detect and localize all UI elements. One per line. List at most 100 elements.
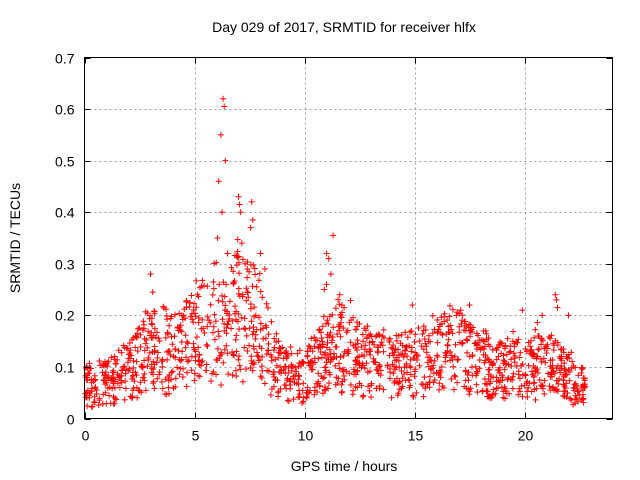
data-point xyxy=(193,277,200,284)
data-point xyxy=(263,324,270,331)
data-point xyxy=(384,362,391,369)
data-point xyxy=(250,328,257,335)
data-point xyxy=(250,261,257,268)
data-point xyxy=(528,388,535,395)
data-point xyxy=(255,277,262,284)
data-point xyxy=(565,312,572,319)
data-point xyxy=(469,372,476,379)
data-point xyxy=(483,388,490,395)
data-point xyxy=(462,367,469,374)
data-point xyxy=(425,363,432,370)
data-point xyxy=(336,301,343,308)
data-point xyxy=(389,350,396,357)
data-point xyxy=(397,340,404,347)
data-point xyxy=(338,381,345,388)
y-tick-labels: 0 0.1 0.2 0.3 0.4 0.5 0.6 0.7 xyxy=(55,51,75,428)
data-point xyxy=(338,314,345,321)
data-point xyxy=(248,318,255,325)
data-point xyxy=(561,366,568,373)
data-point xyxy=(236,326,243,333)
data-point xyxy=(142,308,149,315)
y-tick-label: 0.7 xyxy=(55,51,75,67)
data-point xyxy=(204,323,211,330)
data-point xyxy=(456,323,463,330)
data-point xyxy=(496,341,503,348)
data-point xyxy=(154,349,161,356)
data-point xyxy=(321,387,328,394)
data-point xyxy=(539,312,546,319)
data-point xyxy=(134,394,141,401)
data-point xyxy=(179,374,186,381)
data-point xyxy=(553,296,560,303)
data-point xyxy=(557,369,564,376)
data-point xyxy=(92,377,99,384)
data-point xyxy=(260,335,267,342)
data-point xyxy=(486,359,493,366)
data-point xyxy=(306,387,313,394)
data-point xyxy=(332,343,339,350)
data-point xyxy=(562,367,569,374)
data-point xyxy=(214,345,221,352)
data-point xyxy=(333,354,340,361)
data-point xyxy=(236,201,243,208)
data-point xyxy=(474,389,481,396)
data-point xyxy=(175,327,182,334)
data-point xyxy=(146,315,153,322)
data-point xyxy=(139,326,146,333)
data-point xyxy=(493,378,500,385)
data-point xyxy=(213,371,220,378)
data-point xyxy=(248,198,255,205)
data-point xyxy=(183,383,190,390)
data-point xyxy=(312,337,319,344)
data-point xyxy=(362,342,369,349)
data-point xyxy=(442,358,449,365)
data-point xyxy=(290,375,297,382)
data-point xyxy=(326,313,333,320)
data-point xyxy=(332,381,339,388)
data-point xyxy=(122,385,129,392)
data-point xyxy=(127,393,134,400)
data-point xyxy=(463,385,470,392)
data-point xyxy=(199,277,206,284)
data-point xyxy=(226,315,233,322)
data-point xyxy=(411,354,418,361)
data-point xyxy=(111,378,118,385)
data-point xyxy=(82,365,89,372)
data-point xyxy=(426,379,433,386)
data-point xyxy=(109,374,116,381)
data-point xyxy=(183,354,190,361)
data-point xyxy=(127,347,134,354)
data-point xyxy=(258,345,265,352)
data-point xyxy=(82,390,89,397)
data-point xyxy=(464,337,471,344)
data-point xyxy=(188,353,195,360)
data-point xyxy=(568,365,575,372)
data-point xyxy=(458,320,465,327)
data-point xyxy=(306,343,313,350)
data-point xyxy=(214,235,221,241)
data-point xyxy=(503,390,510,397)
data-point xyxy=(250,313,257,320)
data-point xyxy=(326,346,333,353)
data-point xyxy=(419,330,426,337)
data-point xyxy=(543,350,550,357)
data-point xyxy=(321,286,328,293)
data-point xyxy=(406,363,413,370)
data-point xyxy=(209,291,216,298)
data-point xyxy=(275,338,282,345)
data-point xyxy=(366,368,373,375)
plot-frame xyxy=(84,57,613,419)
data-point xyxy=(153,329,160,336)
data-point xyxy=(136,325,143,332)
data-point xyxy=(190,306,197,313)
data-point xyxy=(410,393,417,400)
data-point xyxy=(219,316,226,323)
data-point xyxy=(184,358,191,365)
data-point xyxy=(579,365,586,372)
data-point xyxy=(456,329,463,336)
data-point xyxy=(578,370,585,377)
data-points xyxy=(82,95,588,411)
data-point xyxy=(295,363,302,370)
data-point xyxy=(372,359,379,366)
data-point xyxy=(235,259,242,266)
